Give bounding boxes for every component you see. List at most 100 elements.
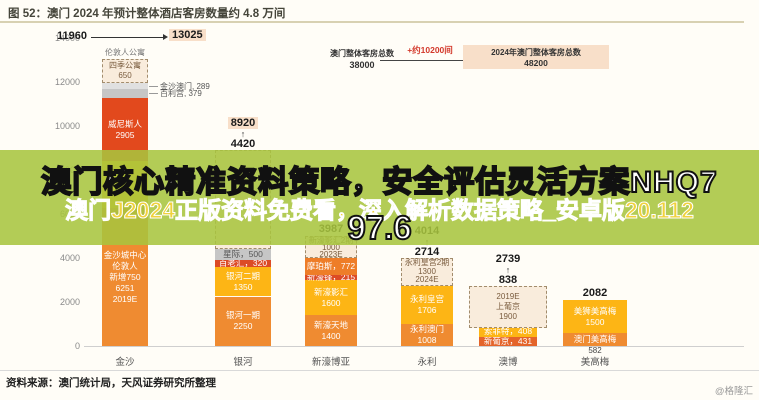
bar-total-bottom: 4420 — [230, 137, 256, 150]
segment-label: 百老汇，320 — [218, 257, 268, 268]
segment-label: 索菲特，408 — [483, 326, 533, 337]
y-axis-tick-label: 2000 — [59, 297, 80, 307]
legend-target-label: 2024年澳门整体客房总数 — [491, 47, 581, 57]
planned-segment-note: 伦敦人公寓 — [105, 48, 145, 58]
bar-total-top-value: 8920 — [227, 116, 259, 129]
legend-arrow-line — [380, 60, 464, 61]
legend-target-value: 48200 — [524, 57, 548, 68]
bar-segment: 美狮美高梅 1500 — [563, 300, 627, 334]
category-label: 永利 — [417, 357, 437, 368]
up-arrow-icon: ↑ — [505, 264, 511, 275]
figure-title: 图 52：澳门 2024 年预计整体酒店客房数量约 4.8 万间 — [8, 8, 286, 20]
bar-total-top: 2739 — [468, 253, 548, 265]
title-separator — [0, 21, 744, 23]
bar-segment — [102, 89, 148, 98]
segment-label: 星际，500 — [223, 249, 263, 260]
planned-segment-label: 1300 — [418, 266, 436, 276]
planned-segment-label: 永利皇宫2期 — [404, 258, 450, 268]
y-axis-tick-label: 14000 — [54, 33, 80, 43]
footer-separator — [0, 370, 759, 371]
bar-total-bottom: 2714 — [414, 245, 440, 258]
segment-label: 威尼斯人 — [107, 118, 142, 129]
planned-segment: 四季公寓 650 — [102, 59, 148, 83]
bar-segment: 新濠影汇 1600 — [305, 280, 357, 316]
bar-segment: 摩珀斯，772 — [305, 258, 357, 276]
bar-segment: 新葡京，431 — [479, 336, 537, 346]
segment-label: 1008 — [417, 334, 437, 345]
planned-segment-label: 1900 — [499, 311, 517, 321]
planned-segment-label: 2024E — [415, 275, 439, 285]
planned-segment-label: 2019E — [496, 291, 520, 301]
overlay-subline: 澳门J2024正版资料免费看，深入解析数据策略_安卓版20.112 — [65, 197, 695, 224]
category-label: 新濠博亚 — [311, 357, 350, 368]
segment-label: 1400 — [321, 330, 341, 341]
bar-segment: 新濠锋，215 — [305, 272, 357, 283]
y-axis-tick-label: 4000 — [59, 253, 80, 263]
segment-label: 2250 — [233, 321, 253, 332]
bar-segment — [102, 82, 148, 90]
annotation-arrow-line — [91, 37, 163, 39]
planned-segment-label: 上葡京 — [496, 301, 520, 311]
bar-total-bottom: 838 — [498, 273, 518, 286]
bar-total-top-value: 2739 — [495, 252, 521, 265]
segment-label: 新葡京，431 — [483, 336, 533, 346]
legend-target-box: 2024年澳门整体客房总数 48200 — [463, 45, 609, 69]
planned-segment-label: 四季公寓 — [109, 61, 141, 71]
y-axis-tick-label: 10000 — [54, 121, 80, 131]
segment-label: 1500 — [585, 316, 605, 327]
segment-label: 1350 — [233, 281, 253, 292]
legend-delta-label: +约10200间 — [407, 45, 453, 55]
segment-label: 2019E — [112, 293, 138, 304]
segment-label: 银河二期 — [225, 270, 260, 281]
bar-segment: 永利皇宫 1706 — [401, 286, 453, 324]
annotation-arrow-head-icon — [163, 34, 168, 41]
planned-segment: 2019E 上葡京 1900 — [469, 285, 547, 328]
segment-label: 新增750 — [109, 271, 141, 282]
y-axis-tick-label: 0 — [74, 341, 80, 351]
bar-segment: 星际，500 — [215, 248, 271, 260]
planned-segment-label: 2023E — [319, 249, 343, 259]
callout-label: 百利宫, 379 — [160, 89, 202, 99]
callout-line — [149, 86, 158, 88]
segment-label: 新濠影汇 — [313, 286, 348, 297]
bar-segment: 新濠天地 1400 — [305, 315, 357, 346]
overlay-band — [0, 150, 759, 245]
segment-label: 摩珀斯，772 — [306, 261, 356, 272]
segment-label: 1706 — [417, 305, 437, 316]
segment-label: 金沙城中心 — [103, 249, 147, 260]
bar-total-from: 11960 — [57, 30, 87, 43]
source-note: 资料来源：澳门统计局，天风证券研究所整理 — [6, 377, 216, 389]
category-label: 美高梅 — [580, 357, 610, 368]
callout-label: 金沙澳门, 289 — [160, 82, 210, 92]
segment-label: 伦敦人 — [112, 260, 138, 271]
segment-label: 澳门美高梅 — [573, 334, 617, 345]
legend-current-label: 澳门整体客房总数 — [330, 49, 394, 58]
planned-segment-label: 650 — [118, 71, 132, 81]
legend-current-value: 38000 — [349, 60, 375, 70]
segment-label: 6251 — [115, 282, 135, 293]
segment-label: 银河一期 — [225, 310, 260, 321]
x-axis-line — [84, 346, 744, 347]
watermark: @格隆汇 — [714, 386, 753, 397]
bar-segment: 百老汇，320 — [215, 257, 271, 268]
bar-total-label: 2082 — [582, 287, 608, 300]
bar-segment: 银河二期 1350 — [215, 266, 271, 297]
segment-label: 美狮美高梅 — [573, 305, 617, 316]
overlay-headline-line1: 澳门核心精准资料策略，安全评估灵活方案NHQ7 — [40, 165, 718, 200]
up-arrow-icon: ↑ — [240, 128, 246, 139]
y-axis-tick-label: 12000 — [54, 77, 80, 87]
callout-line — [149, 93, 158, 95]
segment-label: 新濠锋，215 — [306, 272, 356, 283]
segment-label: 永利澳门 — [409, 324, 444, 335]
planned-segment-label: 1000 — [322, 242, 340, 252]
segment-label: 新濠天地 — [313, 319, 348, 330]
category-label: 金沙 — [115, 357, 135, 368]
bar-below-value: 582 — [588, 346, 602, 355]
segment-label: 永利皇宫 — [409, 294, 444, 305]
overlay-headline-line2: 97.6 — [346, 208, 412, 247]
bar-segment: 银河一期 2250 — [215, 296, 271, 346]
bar-segment: 永利澳门 1008 — [401, 323, 453, 346]
segment-label: 2905 — [115, 129, 135, 140]
category-label: 银河 — [233, 357, 253, 368]
